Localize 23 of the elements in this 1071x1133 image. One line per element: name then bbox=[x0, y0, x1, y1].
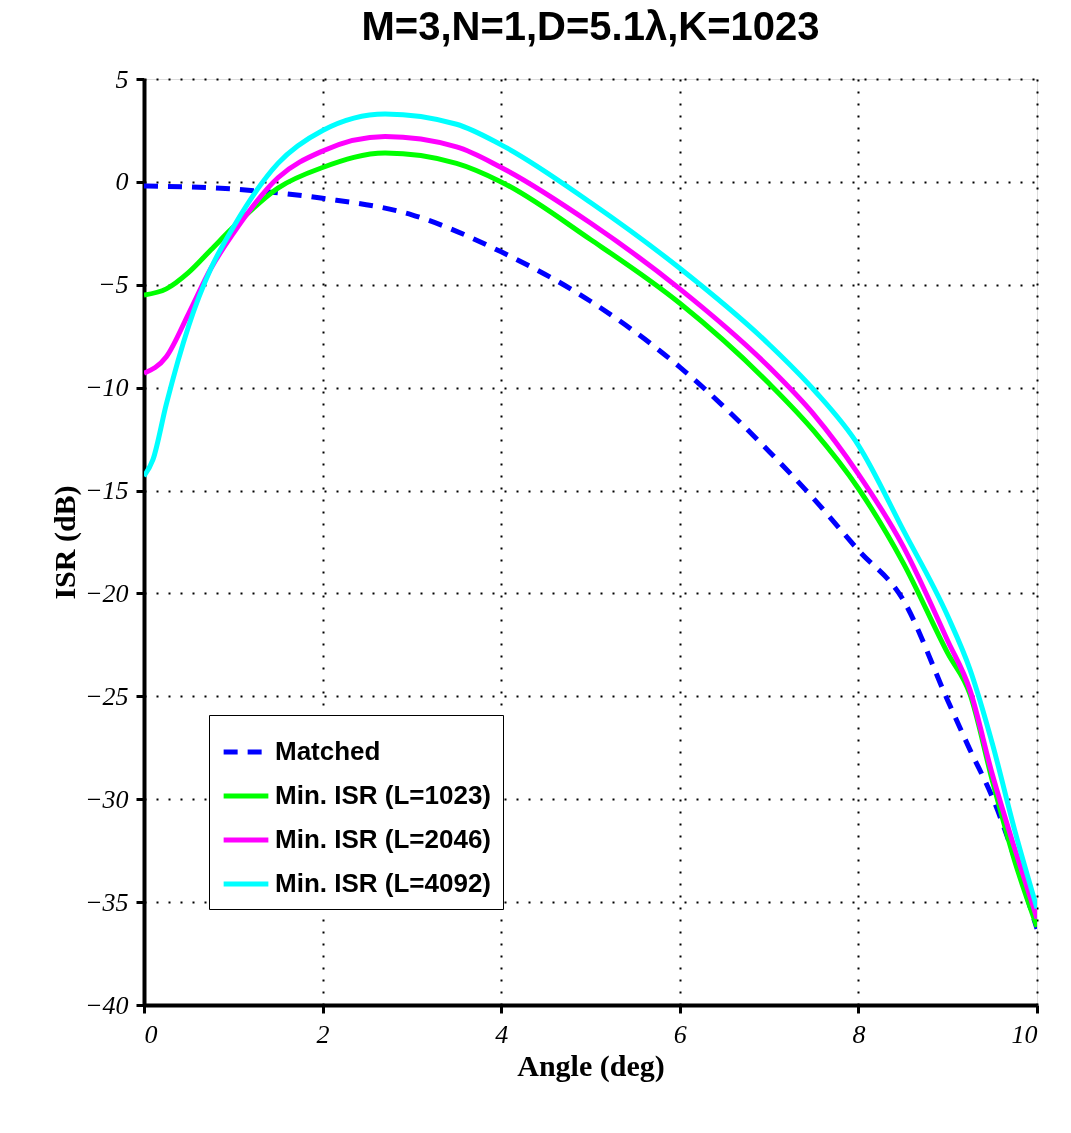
legend-label: Min. ISR (L=1023) bbox=[275, 780, 491, 810]
y-tick-label: −10 bbox=[84, 373, 129, 403]
chart-title: M=3,N=1,D=5.1λ,K=1023 bbox=[361, 4, 820, 48]
legend-label: Min. ISR (L=4092) bbox=[275, 868, 491, 898]
y-tick-label: −40 bbox=[84, 990, 129, 1020]
legend-label: Min. ISR (L=2046) bbox=[275, 824, 491, 854]
x-tick-label: 6 bbox=[673, 1019, 687, 1049]
y-tick-label: −20 bbox=[84, 578, 129, 608]
y-tick-label: 5 bbox=[115, 64, 129, 94]
x-tick-label: 0 bbox=[144, 1019, 158, 1049]
x-axis-title: Angle (deg) bbox=[517, 1048, 665, 1083]
x-tick-label: 2 bbox=[316, 1019, 330, 1049]
y-tick-label: −30 bbox=[84, 784, 129, 814]
x-tick-label: 4 bbox=[495, 1019, 509, 1049]
y-tick-label: −25 bbox=[84, 681, 129, 711]
y-tick-label: −15 bbox=[84, 476, 129, 506]
legend-label: Matched bbox=[275, 736, 381, 766]
x-tick-label: 10 bbox=[1011, 1019, 1038, 1049]
y-axis-title: ISR (dB) bbox=[47, 485, 82, 600]
y-tick-label: −5 bbox=[97, 270, 129, 300]
x-tick-label: 8 bbox=[852, 1019, 866, 1049]
y-tick-label: −35 bbox=[84, 887, 129, 917]
y-tick-label: 0 bbox=[115, 167, 129, 197]
